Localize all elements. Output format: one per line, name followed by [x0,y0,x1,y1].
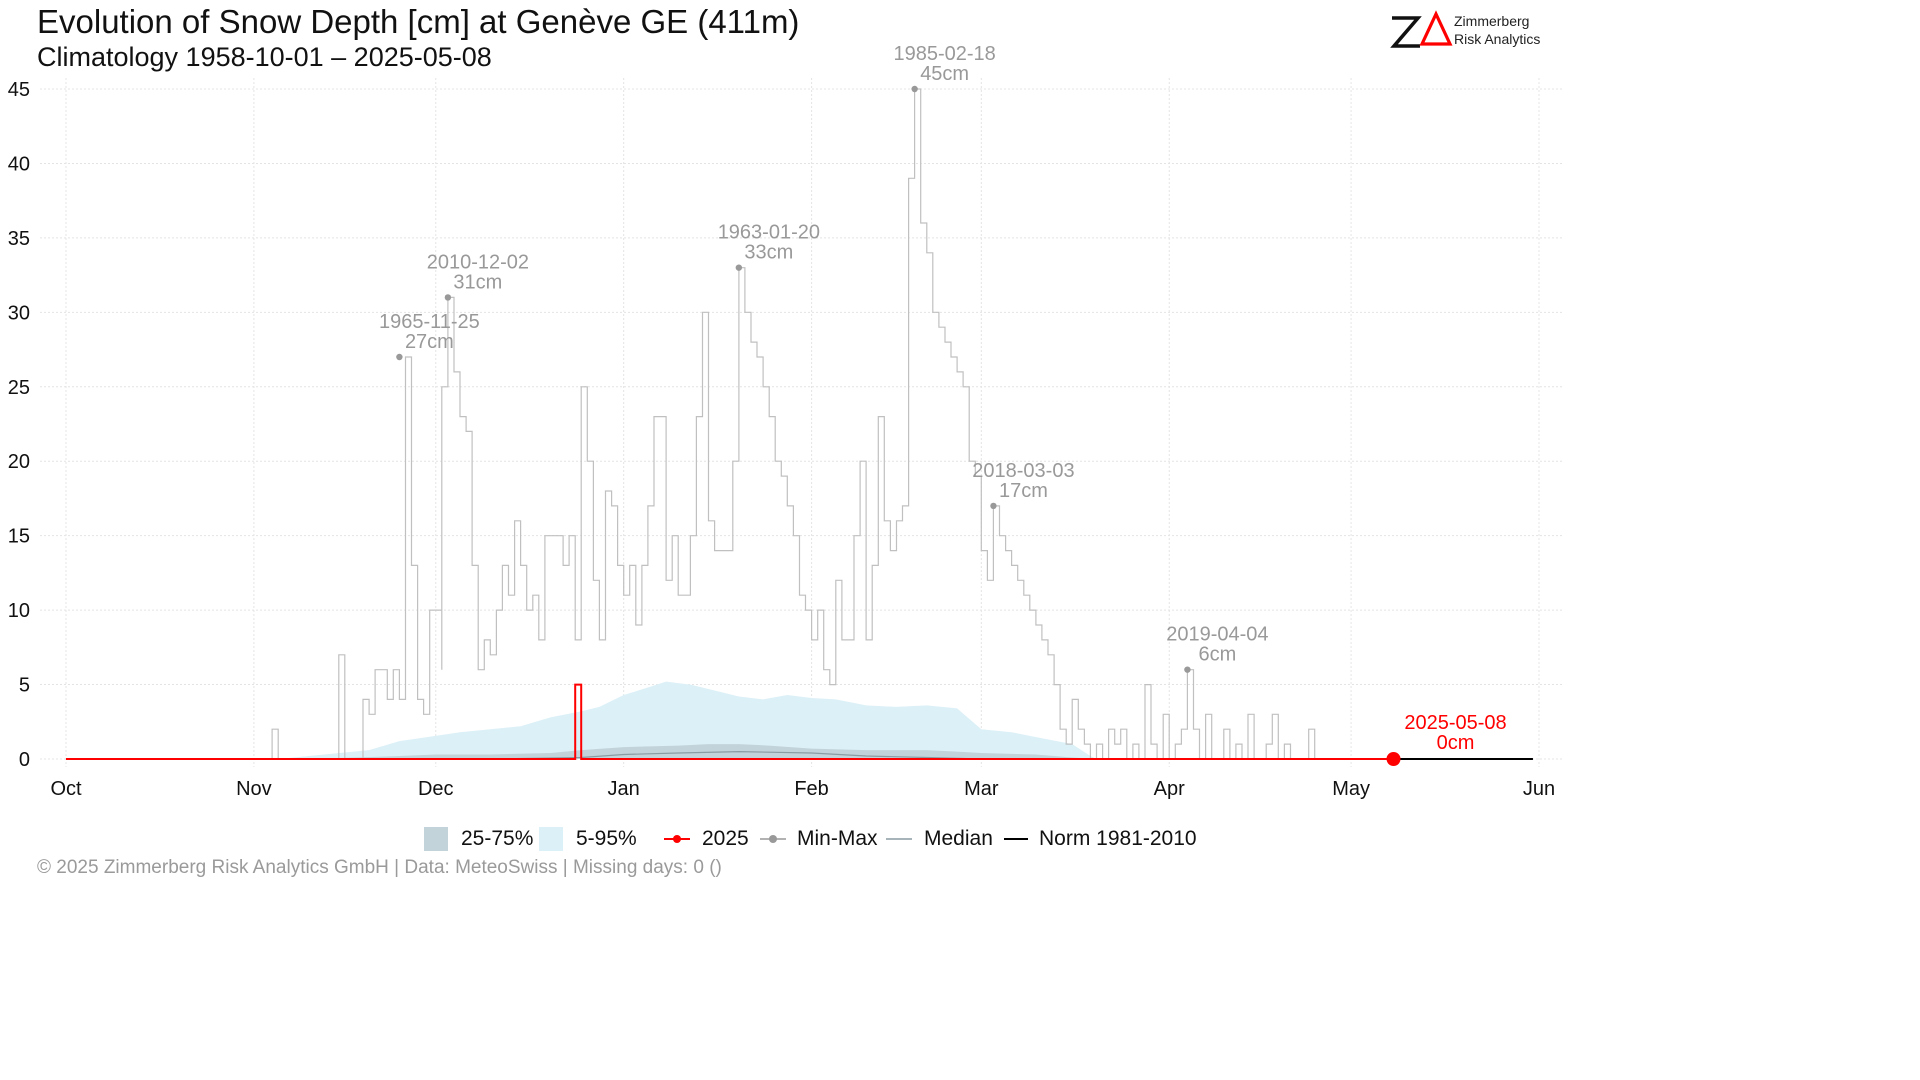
y-tick-label: 45 [8,79,30,101]
max-step-line [66,88,1533,760]
chart-title: Evolution of Snow Depth [cm] at Genève G… [37,3,800,40]
max-annotation-value: 17cm [999,480,1048,502]
x-tick-label: Nov [236,778,272,800]
line-layer [66,88,1533,766]
x-tick-label: Apr [1154,778,1185,800]
current-annotation-date: 2025-05-08 [1404,712,1506,734]
band-25-75 [308,744,1097,759]
max-annotation-date: 2019-04-04 [1166,624,1268,646]
legend-label-5-95: 5-95% [576,827,637,850]
max-annotation-date: 1985-02-18 [893,43,995,65]
max-annotation-value: 27cm [405,331,454,353]
legend-label-min-max: Min-Max [797,827,878,850]
current-season-point [1386,752,1401,766]
legend-swatch-5-95 [539,827,563,851]
x-tick-label: Mar [964,778,999,800]
x-tick-label: Dec [418,778,454,800]
logo-line2: Risk Analytics [1454,31,1541,47]
x-tick-label: May [1332,778,1370,800]
company-logo-icon [1390,10,1453,48]
legend-line-icon [886,838,912,840]
y-tick-label: 40 [8,153,30,175]
footer-credits: © 2025 Zimmerberg Risk Analytics GmbH | … [37,857,722,878]
max-point [396,353,403,361]
x-tick-label: Jan [608,778,640,800]
logo-text: Zimmerberg Risk Analytics [1454,12,1540,48]
y-tick-label: 5 [19,675,30,697]
legend-label-median: Median [924,827,993,850]
max-annotation-date: 2010-12-02 [427,251,529,273]
y-tick-label: 25 [8,377,30,399]
y-tick-label: 30 [8,302,30,324]
current-annotation-value: 0cm [1437,732,1475,754]
max-annotation-date: 2018-03-03 [972,460,1074,482]
band-layer [278,681,1097,759]
snow-depth-chart: 0 5 10 15 20 25 30 35 40 45 Oct Nov Dec Jan Feb Mar Apr M… [8,43,1562,800]
logo-line1: Zimmerberg [1454,13,1530,29]
max-point [444,294,452,301]
legend: 25-75% 5-95% 2025 Min-Max Median Norm 19… [0,822,1568,856]
max-point [911,85,918,93]
x-tick-label: Jun [1523,778,1555,800]
max-annotation-value: 31cm [453,271,502,293]
legend-label-25-75: 25-75% [461,827,534,850]
axis-layer: 0 5 10 15 20 25 30 35 40 45 Oct Nov Dec Jan Feb Mar Apr M… [8,79,1555,800]
y-tick-label: 20 [8,451,30,473]
max-point [735,264,743,271]
legend-line-icon [1004,838,1028,840]
current-season-line [66,683,1394,760]
max-annotation-value: 45cm [920,63,969,85]
y-tick-label: 0 [19,749,30,771]
x-tick-label: Feb [794,778,828,800]
legend-line-dot-icon [664,835,690,843]
band-5-95 [278,681,1097,759]
y-tick-label: 10 [8,600,30,622]
legend-line-dot-icon [760,835,786,843]
max-point [1184,666,1191,673]
max-annotation-value: 33cm [744,242,793,264]
y-tick-label: 35 [8,228,30,250]
max-point [990,502,997,510]
legend-label-2025: 2025 [702,827,749,850]
y-tick-label: 15 [8,526,30,548]
max-annotation-date: 1963-01-20 [718,222,820,244]
max-annotation-date: 1965-11-25 [379,311,480,333]
x-tick-label: Oct [50,778,82,800]
grid-layer [40,78,1562,767]
median-line [490,750,982,760]
max-annotation-value: 6cm [1199,644,1237,666]
chart-subtitle: Climatology 1958-10-01 – 2025-05-08 [37,42,492,72]
legend-label-norm: Norm 1981-2010 [1039,827,1197,850]
legend-swatch-25-75 [424,827,448,851]
